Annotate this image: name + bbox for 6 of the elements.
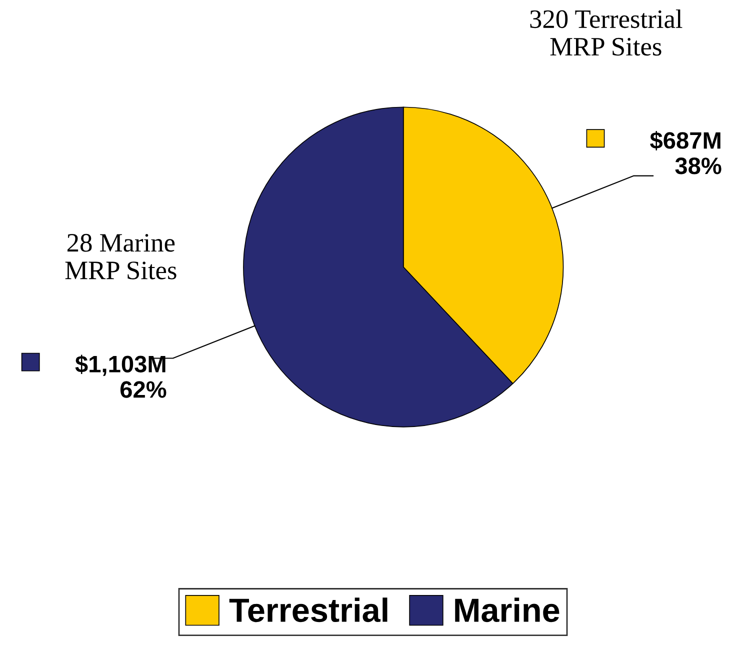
legend-label: Terrestrial <box>229 598 388 622</box>
text: 320 Terrestrial MRP Sites <box>530 10 682 56</box>
legend-label: Marine <box>455 598 560 622</box>
data-label: $1,103M 62% <box>75 354 166 398</box>
text: 28 Marine MRP Sites <box>65 234 176 280</box>
data-label: $687M 38% <box>650 131 722 174</box>
